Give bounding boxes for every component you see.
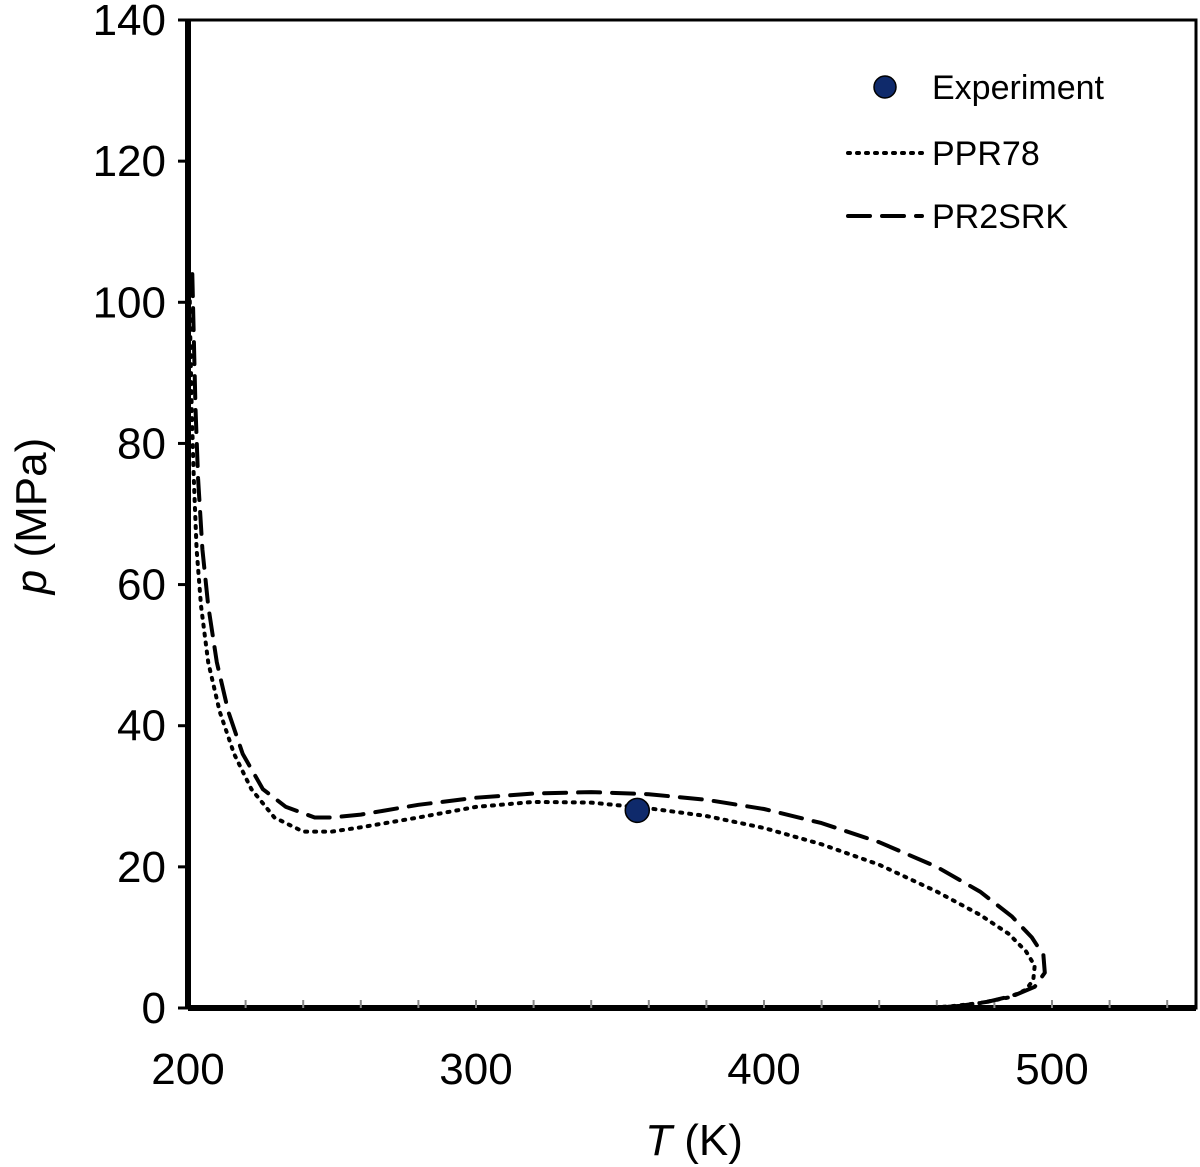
x-tick-labels: 200 300 400 500 — [151, 1045, 1088, 1094]
y-tick-label: 20 — [117, 843, 166, 892]
y-tick-label: 100 — [93, 278, 166, 327]
y-tick-labels: 0 20 40 60 80 100 120 140 — [93, 0, 166, 1033]
y-axis-symbol: p — [7, 570, 56, 596]
legend-marker-experiment — [873, 75, 897, 99]
y-axis-title: p (MPa) — [7, 438, 56, 596]
y-tick-label: 80 — [117, 419, 166, 468]
legend: Experiment PPR78 PR2SRK — [846, 69, 1105, 236]
y-tick-label: 0 — [142, 984, 166, 1033]
series-line-pr2srk — [190, 272, 1047, 1010]
legend-label-pr2srk: PR2SRK — [932, 198, 1068, 236]
data-point-experiment — [624, 797, 651, 824]
series-layer — [187, 272, 1047, 1010]
x-tick-label: 500 — [1015, 1045, 1088, 1094]
x-tick-label: 300 — [439, 1045, 512, 1094]
legend-label-experiment: Experiment — [932, 69, 1105, 107]
x-tick-label: 200 — [151, 1045, 224, 1094]
x-tick-label: 400 — [727, 1045, 800, 1094]
y-axis-unit: (MPa) — [7, 438, 56, 570]
y-tick-label: 140 — [93, 0, 166, 45]
series-line-ppr78 — [187, 272, 1037, 1010]
x-axis-title: T (K) — [645, 1116, 743, 1165]
legend-label-ppr78: PPR78 — [932, 135, 1040, 173]
y-tick-label: 120 — [93, 137, 166, 186]
plot-frame — [178, 18, 1198, 1011]
y-tick-label: 60 — [117, 561, 166, 610]
y-tick-label: 40 — [117, 702, 166, 751]
plot-border — [186, 18, 1198, 1010]
x-axis-symbol: T — [645, 1116, 675, 1165]
x-axis-unit: (K) — [672, 1116, 743, 1165]
